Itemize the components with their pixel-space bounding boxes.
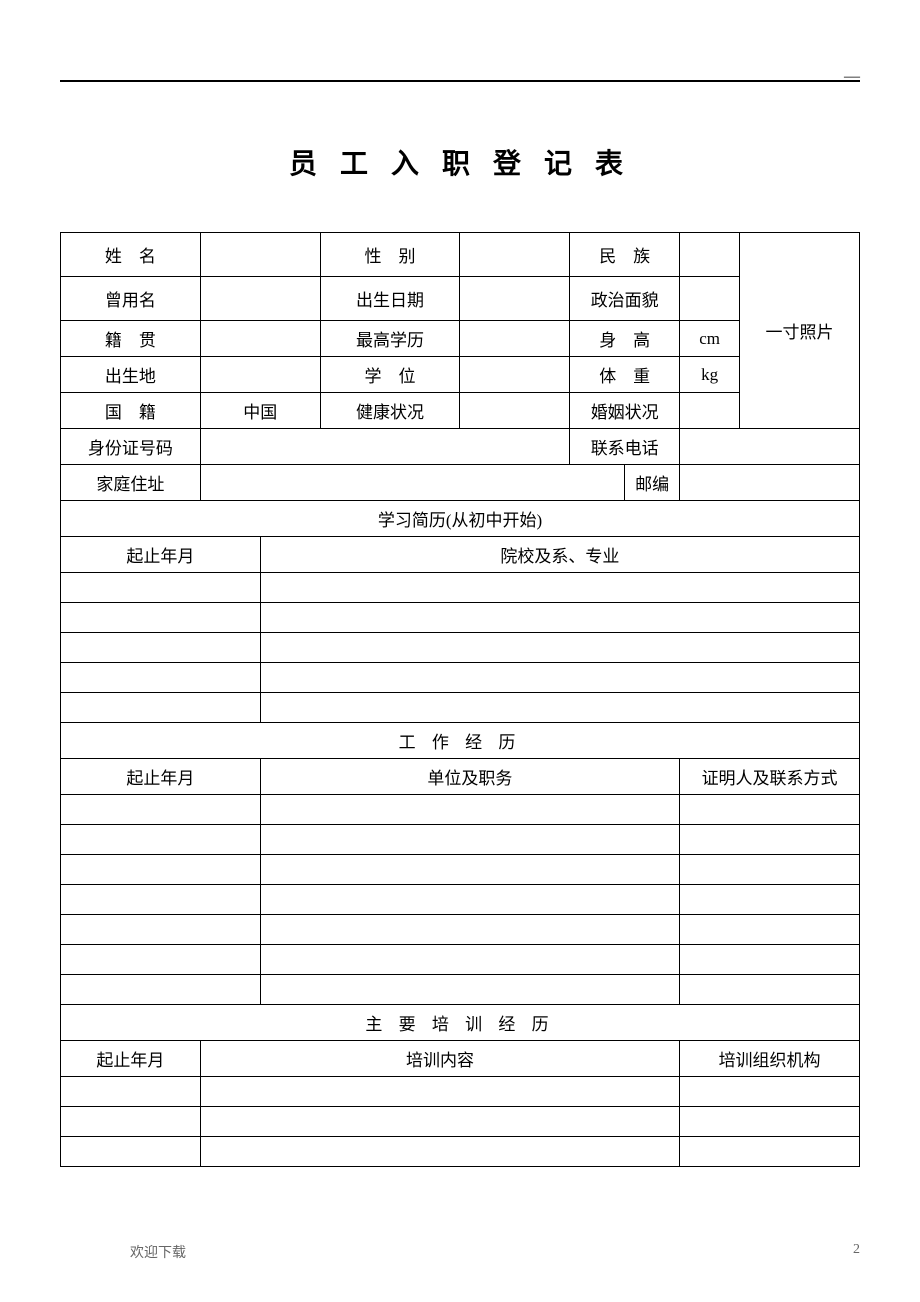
section-work-history: 工 作 经 历 [61, 723, 860, 759]
edu-row-school[interactable] [260, 573, 859, 603]
train-row-period[interactable] [61, 1077, 201, 1107]
field-health[interactable] [460, 393, 570, 429]
edu-row-period[interactable] [61, 603, 261, 633]
label-gender: 性 别 [320, 233, 460, 277]
section-training-history: 主 要 培 训 经 历 [61, 1005, 860, 1041]
field-height-unit: cm [680, 321, 740, 357]
field-phone[interactable] [680, 429, 860, 465]
edu-row-school[interactable] [260, 633, 859, 663]
train-row-period[interactable] [61, 1137, 201, 1167]
label-id-number: 身份证号码 [61, 429, 201, 465]
label-education: 最高学历 [320, 321, 460, 357]
edu-row-period[interactable] [61, 663, 261, 693]
edu-row-school[interactable] [260, 663, 859, 693]
field-weight-unit: kg [680, 357, 740, 393]
field-gender[interactable] [460, 233, 570, 277]
label-former-name: 曾用名 [61, 277, 201, 321]
work-row-reference[interactable] [680, 795, 860, 825]
label-degree: 学 位 [320, 357, 460, 393]
field-birth-date[interactable] [460, 277, 570, 321]
page-footer: 欢迎下载 2 [130, 1242, 860, 1262]
work-row-reference[interactable] [680, 855, 860, 885]
work-row-period[interactable] [61, 885, 261, 915]
edu-row-period[interactable] [61, 573, 261, 603]
work-row-position[interactable] [260, 855, 679, 885]
field-name[interactable] [200, 233, 320, 277]
field-degree[interactable] [460, 357, 570, 393]
work-row-position[interactable] [260, 915, 679, 945]
work-row-period[interactable] [61, 825, 261, 855]
registration-form-table: 姓 名 性 别 民 族 一寸照片 曾用名 出生日期 政治面貌 籍 贯 最高学历 … [60, 232, 860, 1167]
label-address: 家庭住址 [61, 465, 201, 501]
page-title: 员 工 入 职 登 记 表 [60, 142, 860, 182]
field-former-name[interactable] [200, 277, 320, 321]
label-health: 健康状况 [320, 393, 460, 429]
work-row-position[interactable] [260, 825, 679, 855]
work-row-period[interactable] [61, 855, 261, 885]
field-address[interactable] [200, 465, 624, 501]
work-row-reference[interactable] [680, 915, 860, 945]
header-rule-line [60, 80, 860, 82]
work-row-period[interactable] [61, 975, 261, 1005]
train-row-content[interactable] [200, 1077, 679, 1107]
photo-cell[interactable]: 一寸照片 [740, 233, 860, 429]
edu-row-school[interactable] [260, 693, 859, 723]
edu-row-school[interactable] [260, 603, 859, 633]
label-birth-place: 出生地 [61, 357, 201, 393]
label-phone: 联系电话 [570, 429, 680, 465]
train-row-org[interactable] [680, 1077, 860, 1107]
work-row-reference[interactable] [680, 945, 860, 975]
field-birth-place[interactable] [200, 357, 320, 393]
work-header-reference: 证明人及联系方式 [680, 759, 860, 795]
field-education[interactable] [460, 321, 570, 357]
label-weight: 体 重 [570, 357, 680, 393]
header-dash: — [844, 68, 860, 86]
work-row-reference[interactable] [680, 885, 860, 915]
work-row-reference[interactable] [680, 975, 860, 1005]
edu-row-period[interactable] [61, 693, 261, 723]
train-row-content[interactable] [200, 1137, 679, 1167]
footer-download-text: 欢迎下载 [130, 1242, 186, 1262]
label-postcode: 邮编 [625, 465, 680, 501]
work-row-position[interactable] [260, 975, 679, 1005]
work-row-period[interactable] [61, 945, 261, 975]
train-header-org: 培训组织机构 [680, 1041, 860, 1077]
work-row-reference[interactable] [680, 825, 860, 855]
edu-row-period[interactable] [61, 633, 261, 663]
page-number: 2 [853, 1242, 860, 1262]
train-row-period[interactable] [61, 1107, 201, 1137]
label-birth-date: 出生日期 [320, 277, 460, 321]
train-header-period: 起止年月 [61, 1041, 201, 1077]
work-row-period[interactable] [61, 795, 261, 825]
field-id-number[interactable] [200, 429, 569, 465]
label-name: 姓 名 [61, 233, 201, 277]
field-nationality: 中国 [200, 393, 320, 429]
section-education-history: 学习简历(从初中开始) [61, 501, 860, 537]
train-row-org[interactable] [680, 1137, 860, 1167]
work-row-period[interactable] [61, 915, 261, 945]
train-header-content: 培训内容 [200, 1041, 679, 1077]
field-native-place[interactable] [200, 321, 320, 357]
work-header-period: 起止年月 [61, 759, 261, 795]
label-political: 政治面貌 [570, 277, 680, 321]
label-native-place: 籍 贯 [61, 321, 201, 357]
label-ethnicity: 民 族 [570, 233, 680, 277]
edu-header-period: 起止年月 [61, 537, 261, 573]
work-header-position: 单位及职务 [260, 759, 679, 795]
field-ethnicity[interactable] [680, 233, 740, 277]
label-height: 身 高 [570, 321, 680, 357]
field-postcode[interactable] [680, 465, 860, 501]
train-row-content[interactable] [200, 1107, 679, 1137]
work-row-position[interactable] [260, 795, 679, 825]
work-row-position[interactable] [260, 945, 679, 975]
field-political[interactable] [680, 277, 740, 321]
label-marital: 婚姻状况 [570, 393, 680, 429]
work-row-position[interactable] [260, 885, 679, 915]
edu-header-school: 院校及系、专业 [260, 537, 859, 573]
field-marital[interactable] [680, 393, 740, 429]
label-nationality: 国 籍 [61, 393, 201, 429]
train-row-org[interactable] [680, 1107, 860, 1137]
